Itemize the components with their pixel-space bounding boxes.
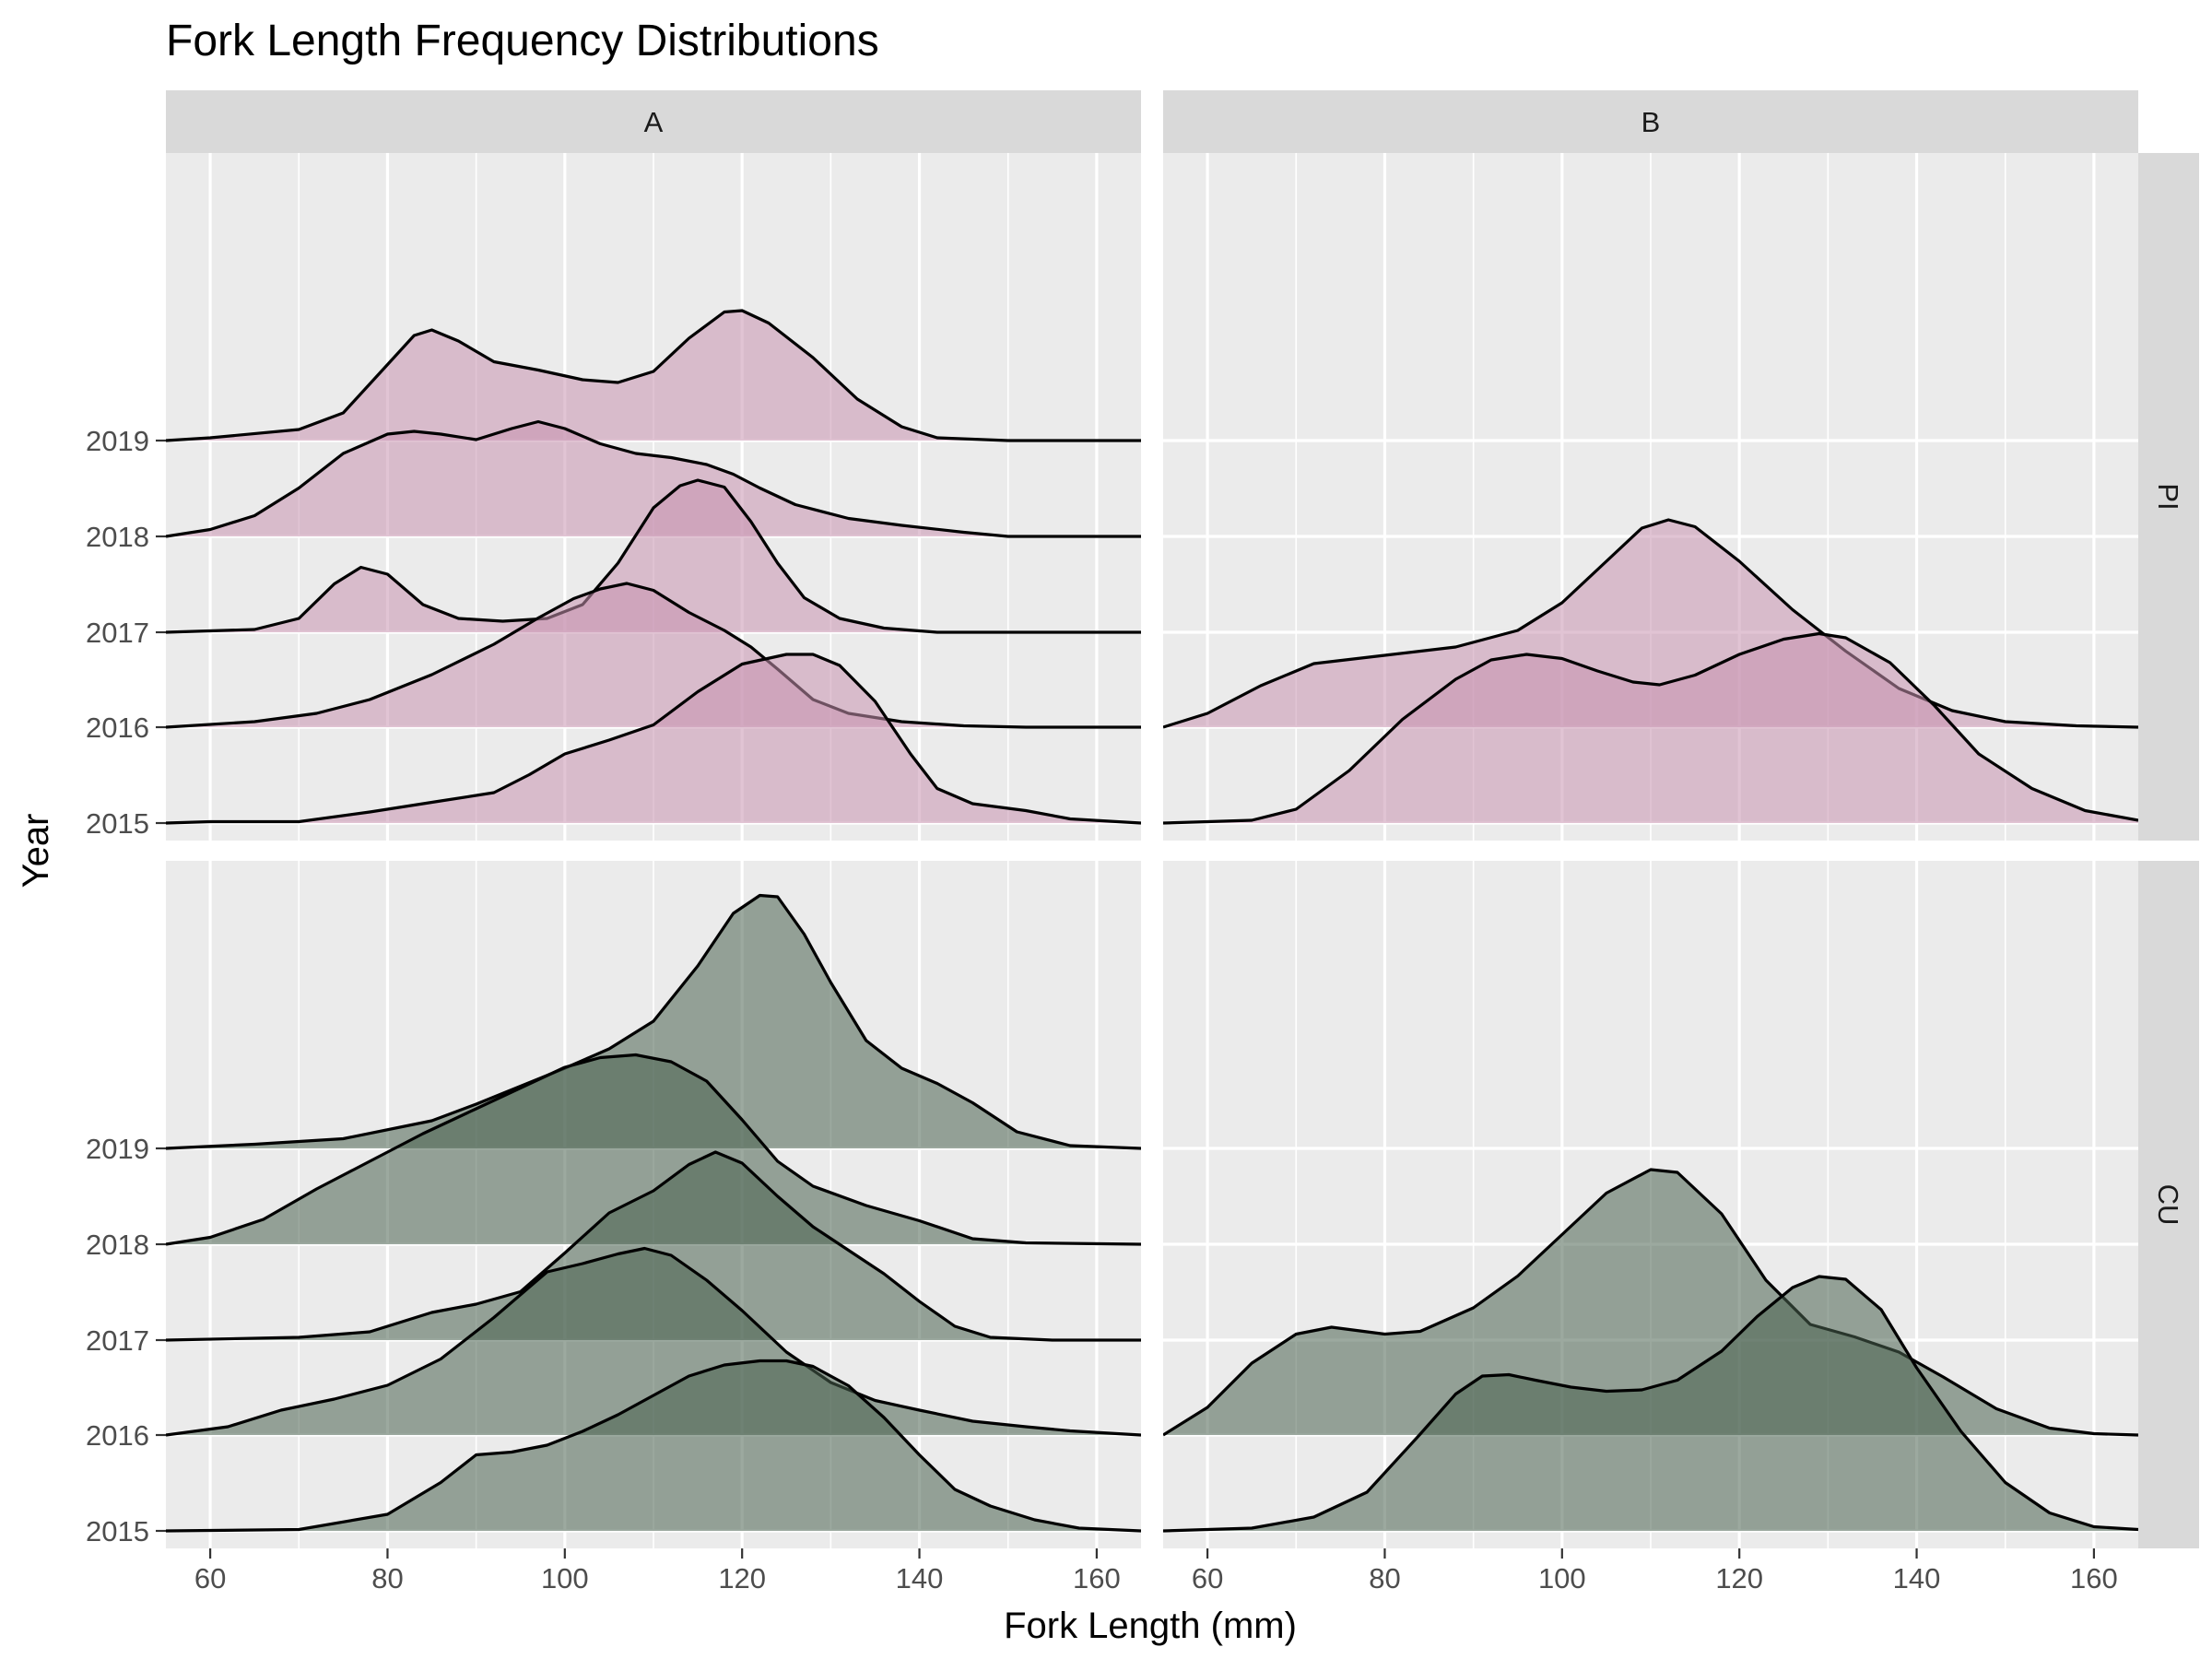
strip-label: PI — [2152, 483, 2184, 510]
strip-background — [1163, 90, 2138, 153]
facet-panels — [166, 153, 2138, 1548]
x-tick-label: 100 — [1538, 1562, 1586, 1594]
y-tick-label: 2019 — [86, 425, 149, 457]
ridge-area-2017 — [166, 1152, 1141, 1340]
ridge-area-2015 — [1163, 633, 2138, 823]
strip-background — [2138, 153, 2199, 841]
ridge-area-2015 — [166, 654, 1141, 823]
ridge-area-2015 — [166, 1360, 1141, 1531]
x-tick-label: 120 — [718, 1562, 766, 1594]
x-tick-label: 60 — [1192, 1562, 1223, 1594]
strip-background — [2138, 861, 2199, 1548]
strip-label: B — [1641, 106, 1661, 138]
x-tick-label: 100 — [541, 1562, 589, 1594]
column-strip-B: B — [1163, 90, 2138, 153]
y-tick-label: 2018 — [86, 1229, 149, 1261]
ridge-line-2016 — [1163, 518, 2138, 729]
ridge-line-2016 — [166, 1246, 1141, 1437]
x-tick-label: 160 — [1073, 1562, 1121, 1594]
x-tick-label: 60 — [194, 1562, 226, 1594]
ridge-area-2015 — [1163, 1277, 2138, 1531]
ridges-B-CU — [1163, 1168, 2138, 1533]
y-axis-title: Year — [16, 814, 56, 888]
x-tick-label: 80 — [1369, 1562, 1400, 1594]
x-axis-title: Fork Length (mm) — [1004, 1606, 1297, 1646]
y-tick-label: 2016 — [86, 1419, 149, 1452]
ridge-area-2018 — [166, 421, 1141, 536]
x-tick-label: 160 — [2070, 1562, 2118, 1594]
ridge-line-2018 — [166, 419, 1141, 538]
ridge-line-2017 — [166, 478, 1141, 634]
ridge-line-2015 — [1163, 631, 2138, 825]
column-strip-A: A — [166, 90, 1141, 153]
ridge-line-2017 — [166, 1150, 1141, 1342]
ridge-line-2019 — [166, 893, 1141, 1150]
row-strip-PI: PI — [2138, 153, 2199, 841]
ridge-line-2016 — [1163, 1168, 2138, 1437]
strip-background — [166, 90, 1141, 153]
row-strip-CU: CU — [2138, 861, 2199, 1548]
ridge-area-2016 — [166, 583, 1141, 727]
ridge-area-2016 — [166, 1248, 1141, 1435]
ridges-A-PI — [166, 309, 1141, 825]
x-tick-label: 120 — [1715, 1562, 1763, 1594]
axes: 2015 2016 2017 2018 2019 2015 2016 2017 2018 2019… — [86, 425, 2118, 1594]
chart-title: Fork Length Frequency Distributions — [166, 17, 879, 65]
x-tick-label: 80 — [371, 1562, 403, 1594]
ridges-B-PI — [1163, 518, 2138, 825]
ridge-line-2018 — [166, 1053, 1141, 1246]
ridge-area-2019 — [166, 311, 1141, 441]
x-tick-label: 140 — [1893, 1562, 1941, 1594]
y-tick-label: 2015 — [86, 1515, 149, 1547]
x-tick-label: 140 — [896, 1562, 944, 1594]
strip-label: A — [644, 106, 664, 138]
ridge-area-2018 — [166, 1054, 1141, 1244]
y-tick-label: 2018 — [86, 521, 149, 553]
y-tick-label: 2019 — [86, 1133, 149, 1165]
ridges-A-CU — [166, 893, 1141, 1533]
y-tick-label: 2015 — [86, 807, 149, 840]
y-tick-label: 2016 — [86, 712, 149, 744]
strip-label: CU — [2152, 1184, 2184, 1226]
ridge-line-2019 — [166, 309, 1141, 442]
ridge-line-2015 — [1163, 1275, 2138, 1533]
ridge-line-2015 — [166, 1359, 1141, 1533]
ridge-line-2015 — [166, 653, 1141, 825]
ridge-area-2016 — [1163, 520, 2138, 727]
y-tick-label: 2017 — [86, 617, 149, 649]
facet-strips: A B PI CU — [166, 90, 2199, 1548]
y-tick-label: 2017 — [86, 1324, 149, 1357]
